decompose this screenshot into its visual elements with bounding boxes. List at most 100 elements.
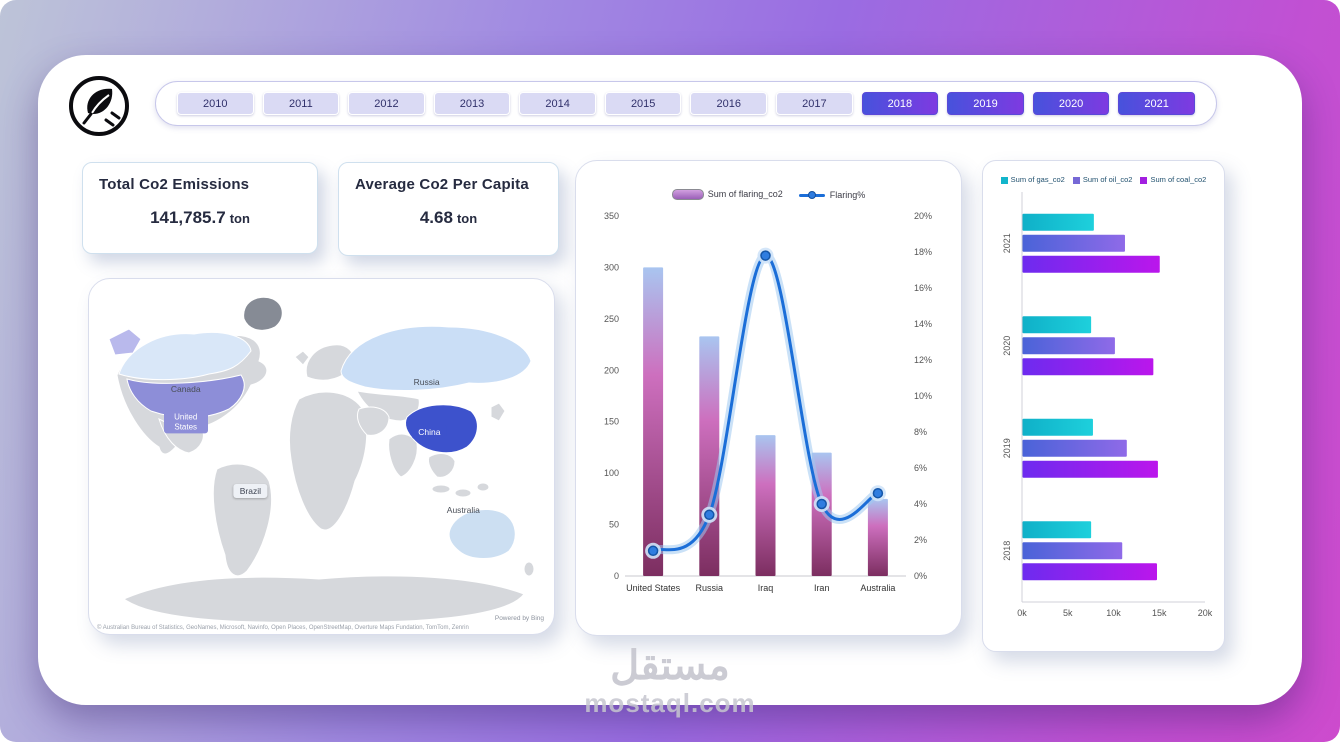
kpi-number: 4.68: [419, 208, 453, 227]
map-label-russia: Russia: [413, 376, 440, 387]
fuel-grouped-bar-chart[interactable]: 2021 2020 2019 2018 0k 5k 10k 15k 20k: [990, 188, 1217, 636]
svg-text:0%: 0%: [914, 571, 927, 581]
sum-of-oil_co2-bar-2020[interactable]: [1022, 337, 1115, 355]
year-button-2020[interactable]: 2020: [1032, 92, 1110, 115]
svg-text:15k: 15k: [1152, 608, 1167, 618]
svg-text:0k: 0k: [1017, 608, 1027, 618]
sum-of-coal_co2-bar-2021[interactable]: [1022, 255, 1160, 273]
svg-text:4%: 4%: [914, 499, 927, 509]
svg-text:2018: 2018: [1002, 541, 1012, 561]
legend-item-oil: Sum of oil_co2: [1072, 175, 1132, 184]
year-button-2015[interactable]: 2015: [604, 92, 682, 115]
flaring-line-point-russia[interactable]: [704, 509, 715, 521]
flaring-line-point-united-states[interactable]: [647, 545, 659, 557]
sum-of-gas_co2-bar-2018[interactable]: [1022, 521, 1092, 539]
year-button-2017[interactable]: 2017: [776, 92, 853, 115]
kpi-title: Average Co2 Per Capita: [355, 176, 529, 193]
sum-of-coal_co2-bar-2020[interactable]: [1022, 358, 1154, 376]
year-button-2021[interactable]: 2021: [1118, 92, 1195, 115]
year-button-2016[interactable]: 2016: [690, 92, 768, 115]
legend-label: Sum of flaring_co2: [707, 189, 783, 199]
legend-label: Sum of gas_co2: [1010, 175, 1065, 184]
bar-legend-swatch-icon: [671, 189, 704, 201]
sum-of-oil_co2-bar-2019[interactable]: [1022, 439, 1127, 457]
map-powered-by: Powered by Bing: [494, 615, 544, 622]
svg-text:8%: 8%: [914, 427, 927, 437]
legend-item-flaring-line: Flaring%: [798, 189, 866, 200]
year-button-2019[interactable]: 2019: [947, 92, 1024, 115]
map-label-brazil: Brazil: [233, 483, 267, 498]
svg-text:250: 250: [604, 314, 619, 324]
world-map-panel: Canada United States Russia China Brazil Aust…: [88, 278, 555, 635]
dashboard-canvas: 2010 2011 2012 2013 2014 2015 2016 2017 2018 2019…: [38, 55, 1302, 705]
svg-text:0: 0: [614, 571, 619, 581]
year-button-2018[interactable]: 2018: [861, 92, 939, 115]
svg-text:2%: 2%: [914, 535, 927, 545]
flaring-combo-chart[interactable]: 0 50 100 150 200 250 300 350 0% 2% 4% 6% 8% 10% 12% 14%…: [585, 204, 952, 616]
kpi-unit: ton: [456, 211, 478, 226]
sum-of-oil_co2-bar-2018[interactable]: [1022, 542, 1123, 560]
sum-of-coal_co2-bar-2019[interactable]: [1022, 460, 1158, 478]
oil-legend-swatch-icon: [1072, 176, 1080, 184]
flaring-bar-united-states[interactable]: [643, 267, 664, 577]
svg-text:300: 300: [604, 263, 619, 273]
svg-text:20%: 20%: [914, 211, 932, 221]
svg-text:2021: 2021: [1002, 233, 1012, 253]
sum-of-coal_co2-bar-2018[interactable]: [1022, 563, 1158, 581]
legend-label: Flaring%: [829, 189, 866, 200]
svg-text:10%: 10%: [914, 391, 932, 401]
coal-legend-swatch-icon: [1140, 176, 1148, 184]
svg-text:14%: 14%: [914, 319, 932, 329]
sum-of-gas_co2-bar-2020[interactable]: [1022, 316, 1092, 334]
energy-leaf-logo-icon: [66, 73, 132, 139]
legend-label: Sum of coal_co2: [1150, 175, 1207, 184]
year-button-2012[interactable]: 2012: [348, 92, 425, 115]
flaring-line-point-iran[interactable]: [816, 498, 827, 510]
sum-of-gas_co2-bar-2021[interactable]: [1022, 213, 1094, 231]
flaring-bar-russia[interactable]: [699, 336, 720, 577]
svg-text:18%: 18%: [914, 247, 932, 257]
map-label-canada: Canada: [170, 384, 201, 395]
svg-text:6%: 6%: [914, 463, 927, 473]
svg-text:United States: United States: [626, 583, 681, 593]
world-map-svg[interactable]: [89, 279, 555, 635]
year-button-2014[interactable]: 2014: [519, 92, 596, 115]
legend-item-flaring-bar: Sum of flaring_co2: [671, 189, 783, 201]
svg-text:150: 150: [604, 417, 619, 427]
fuel-co2-chart-panel: Sum of gas_co2 Sum of oil_co2 Sum of coa…: [982, 160, 1225, 652]
svg-text:100: 100: [604, 468, 619, 478]
svg-text:12%: 12%: [914, 355, 932, 365]
map-label-china: China: [412, 425, 447, 439]
svg-text:20k: 20k: [1198, 608, 1213, 618]
legend-item-coal: Sum of coal_co2: [1140, 175, 1206, 184]
world-map[interactable]: Canada United States Russia China Brazil Aust…: [89, 279, 554, 634]
flaring-line-point-australia[interactable]: [872, 488, 884, 499]
svg-text:Russia: Russia: [696, 583, 724, 593]
watermark-arabic: مستقل: [610, 644, 730, 688]
flaring-bar-iraq[interactable]: [755, 435, 776, 577]
svg-text:16%: 16%: [914, 283, 932, 293]
svg-text:200: 200: [604, 365, 619, 375]
gas-legend-swatch-icon: [1000, 176, 1008, 184]
watermark: مستقل mostaql.com: [584, 644, 755, 719]
svg-text:10k: 10k: [1106, 608, 1121, 618]
flaring-bar-australia[interactable]: [867, 498, 888, 577]
legend-item-gas: Sum of gas_co2: [1000, 175, 1065, 184]
svg-text:350: 350: [604, 211, 619, 221]
map-label-australia: Australia: [446, 504, 480, 515]
year-button-2010[interactable]: 2010: [177, 92, 254, 115]
sum-of-oil_co2-bar-2021[interactable]: [1022, 234, 1125, 252]
fuel-chart-legend: Sum of gas_co2 Sum of oil_co2 Sum of coa…: [983, 161, 1224, 184]
year-button-2011[interactable]: 2011: [262, 92, 340, 115]
kpi-value: 141,785.7 ton: [99, 208, 301, 228]
map-attribution: © Australian Bureau of Statistics, GeoNa…: [97, 625, 469, 631]
svg-text:2019: 2019: [1002, 438, 1012, 458]
flaring-line-point-iraq[interactable]: [760, 250, 771, 261]
year-button-2013[interactable]: 2013: [433, 92, 511, 115]
year-filter-bar: 2010 2011 2012 2013 2014 2015 2016 2017 2018 2019…: [155, 81, 1217, 126]
kpi-unit: ton: [229, 211, 250, 226]
sum-of-gas_co2-bar-2019[interactable]: [1022, 418, 1093, 436]
kpi-total-co2-emissions: Total Co2 Emissions 141,785.7 ton: [82, 162, 318, 254]
kpi-number: 141,785.7: [150, 208, 226, 227]
